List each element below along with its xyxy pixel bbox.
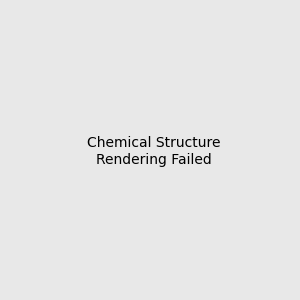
- Text: Chemical Structure
Rendering Failed: Chemical Structure Rendering Failed: [87, 136, 220, 166]
